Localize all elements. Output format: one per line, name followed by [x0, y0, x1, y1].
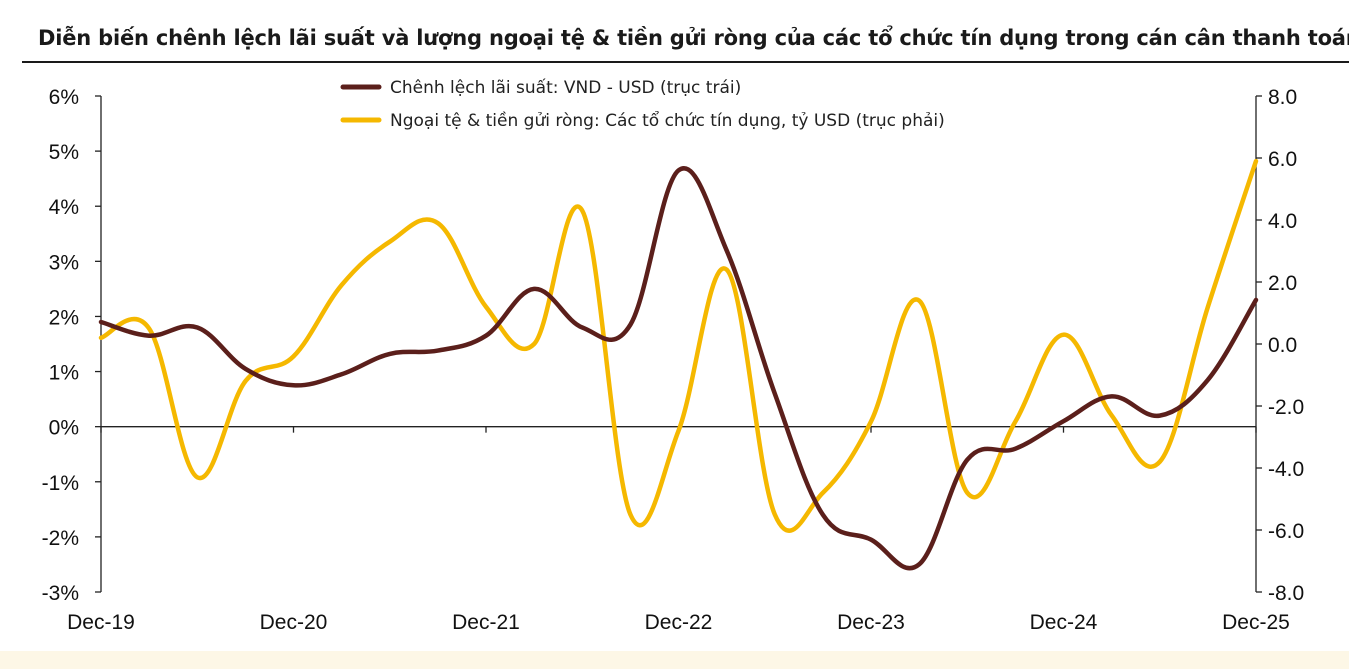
y-right-tick-label: 6.0 — [1268, 148, 1297, 171]
x-tick-label: Dec-24 — [1030, 611, 1098, 634]
y-right-tick-label: 8.0 — [1268, 86, 1297, 109]
y-left-tick-label: -3% — [42, 582, 79, 605]
y-left-tick-label: 0% — [49, 417, 79, 440]
y-left-tick-label: 6% — [49, 86, 79, 109]
axes-group: -3% -2% -1% 0% 1% 2% 3% 4% 5% 6% -8.0 -6.0 -4.0 -2.0 0… — [42, 86, 1305, 634]
y-right-tick-label: 4.0 — [1268, 210, 1297, 233]
y-left-tick-label: 3% — [49, 251, 79, 274]
y-left-tick-label: 4% — [49, 196, 79, 219]
series-group — [98, 158, 1259, 571]
footer-band — [0, 651, 1349, 669]
y-right-tick-label: 0.0 — [1268, 334, 1297, 357]
x-tick-label: Dec-21 — [452, 611, 520, 634]
x-tick-label: Dec-23 — [837, 611, 905, 634]
x-tick-label: Dec-19 — [67, 611, 135, 634]
series-line-net-deposits — [98, 158, 1259, 533]
y-left-tick-label: -1% — [42, 472, 79, 495]
y-left-tick-label: 1% — [49, 362, 79, 385]
y-left-tick-label: 5% — [49, 141, 79, 164]
y-right-tick-label: -6.0 — [1268, 520, 1304, 543]
y-right-tick-label: -2.0 — [1268, 396, 1304, 419]
chart-title: Diễn biến chênh lệch lãi suất và lượng n… — [38, 26, 1349, 50]
x-tick-label: Dec-22 — [645, 611, 713, 634]
legend: Chênh lệch lãi suất: VND - USD (trục trá… — [340, 77, 945, 131]
title-underline — [22, 61, 1349, 63]
y-left-tick-label: 2% — [49, 306, 79, 329]
legend-label-net-deposits: Ngoại tệ & tiền gửi ròng: Các tổ chức tí… — [390, 110, 945, 131]
y-left-tick-label: -2% — [42, 527, 79, 550]
x-tick-label: Dec-25 — [1222, 611, 1290, 634]
series-line-interest-spread — [98, 166, 1259, 571]
y-right-tick-label: 2.0 — [1268, 272, 1297, 295]
x-tick-label: Dec-20 — [260, 611, 328, 634]
legend-label-interest-spread: Chênh lệch lãi suất: VND - USD (trục trá… — [390, 77, 741, 98]
y-right-tick-label: -4.0 — [1268, 458, 1304, 481]
y-right-tick-label: -8.0 — [1268, 582, 1304, 605]
